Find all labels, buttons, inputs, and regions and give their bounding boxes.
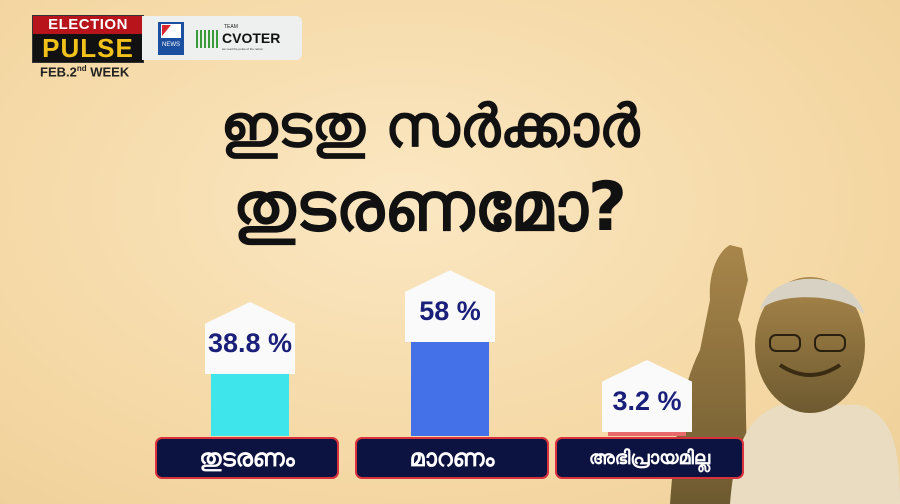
cvoter-logo: TEAM CVOTER we read the pulse of the nat… [194,24,294,54]
partner-logos: NEWS TEAM CVOTER we read the pulse of th… [142,16,302,60]
week-label: FEB.2nd WEEK [40,64,130,80]
logo-line1: ELECTION [33,16,143,34]
headline-line1: ഇടതു സർക്കാർ [220,92,640,160]
category-label-1: മാറണം [355,437,549,479]
value-label-1: 58 % [419,296,481,327]
category-label-2: അഭിപ്രായമില്ല [555,437,744,479]
value-label-0: 38.8 % [207,327,293,358]
bar-1 [411,340,489,436]
bar-2 [608,430,686,436]
election-pulse-logo: ELECTION PULSE [32,15,144,63]
category-label-0: തുടരണം [155,437,339,479]
manorama-news-logo: NEWS [158,22,184,55]
headline-line2: തുടരണമോ? [232,168,628,247]
value-label-2: 3.2 % [612,386,682,416]
bar-0 [211,371,289,436]
logo-line2: PULSE [42,33,134,63]
